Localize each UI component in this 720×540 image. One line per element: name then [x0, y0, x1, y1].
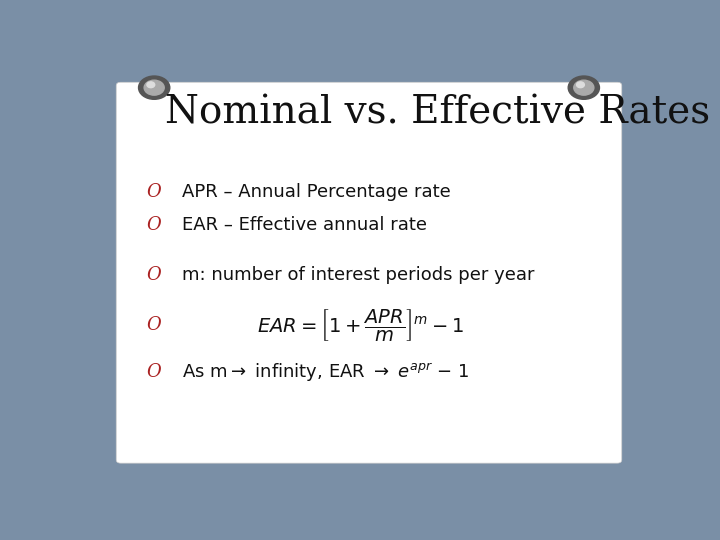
Text: $EAR = \left[1 + \dfrac{APR}{m}\right]^{m} - 1$: $EAR = \left[1 + \dfrac{APR}{m}\right]^{…: [258, 307, 464, 343]
Text: O: O: [147, 316, 161, 334]
Circle shape: [568, 76, 600, 99]
Text: As m$\rightarrow$ infinity, EAR $\rightarrow$ $e^{apr}$ $-$ 1: As m$\rightarrow$ infinity, EAR $\righta…: [182, 361, 469, 384]
Circle shape: [147, 82, 155, 87]
Text: O: O: [147, 266, 161, 284]
Text: EAR – Effective annual rate: EAR – Effective annual rate: [182, 216, 427, 234]
Text: O: O: [147, 216, 161, 234]
Text: APR – Annual Percentage rate: APR – Annual Percentage rate: [182, 183, 451, 201]
Text: O: O: [147, 363, 161, 381]
Circle shape: [577, 82, 585, 87]
Text: Nominal vs. Effective Rates: Nominal vs. Effective Rates: [166, 94, 711, 131]
FancyBboxPatch shape: [116, 82, 622, 463]
Circle shape: [138, 76, 170, 99]
Text: O: O: [147, 183, 161, 201]
Circle shape: [574, 80, 594, 95]
Text: m: number of interest periods per year: m: number of interest periods per year: [182, 266, 534, 284]
Circle shape: [144, 80, 164, 95]
